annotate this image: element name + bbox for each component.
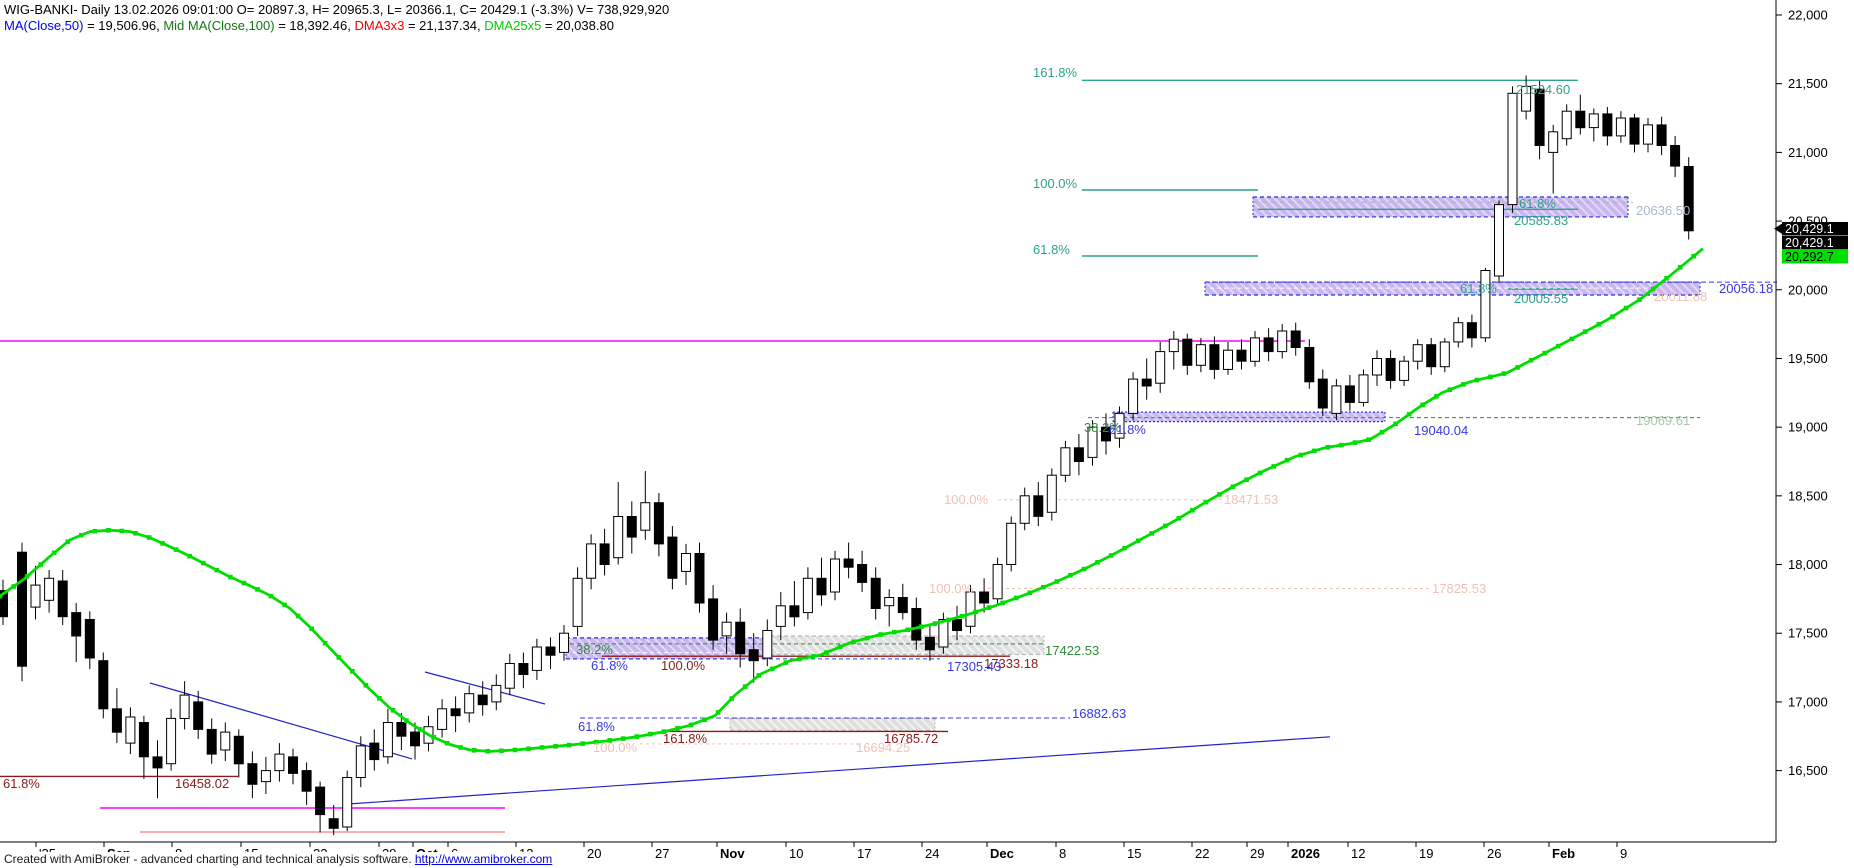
svg-text:9: 9: [1620, 846, 1627, 861]
svg-text:20,292.7: 20,292.7: [1785, 250, 1834, 264]
indicator-value-segment: = 20,038.80: [541, 18, 614, 33]
dma-line: [0, 247, 1704, 754]
fib-zone-bands: [565, 196, 1701, 732]
svg-text:16785.72: 16785.72: [884, 731, 938, 746]
svg-text:100.0%: 100.0%: [661, 658, 706, 673]
svg-text:19,500: 19,500: [1788, 351, 1828, 366]
svg-text:16882.63: 16882.63: [1072, 706, 1126, 721]
svg-text:29: 29: [1250, 846, 1264, 861]
svg-text:20585.83: 20585.83: [1514, 213, 1568, 228]
svg-text:22: 22: [1195, 846, 1209, 861]
indicator-value-segment: DMA3x3: [354, 18, 405, 33]
svg-text:17,000: 17,000: [1788, 694, 1828, 709]
svg-text:17825.53: 17825.53: [1432, 581, 1486, 596]
svg-text:16694.25: 16694.25: [856, 740, 910, 755]
svg-text:26: 26: [1487, 846, 1501, 861]
svg-text:61.8%: 61.8%: [591, 658, 628, 673]
trendlines: [149, 671, 1331, 805]
candles-layer: [0, 75, 1694, 836]
svg-text:18,500: 18,500: [1788, 488, 1828, 503]
price-axis: 22,00021,50021,00020,50020,00019,50019,0…: [1775, 0, 1854, 868]
svg-text:8: 8: [1059, 846, 1066, 861]
svg-text:2026: 2026: [1291, 846, 1320, 861]
svg-text:100.0%: 100.0%: [929, 581, 974, 596]
svg-text:20011.88: 20011.88: [1654, 289, 1707, 304]
svg-text:18471.53: 18471.53: [1224, 492, 1278, 507]
svg-text:161.8%: 161.8%: [1033, 65, 1078, 80]
indicator-value-segment: DMA25x5: [484, 18, 542, 33]
indicator-value-segment: MA(Close,50): [4, 18, 84, 33]
credit-text: Created with AmiBroker - advanced charti…: [4, 852, 415, 866]
svg-text:22,000: 22,000: [1788, 8, 1828, 23]
svg-text:21,000: 21,000: [1788, 145, 1828, 160]
svg-text:61.8%: 61.8%: [1460, 281, 1497, 296]
svg-text:20: 20: [587, 846, 601, 861]
svg-text:16458.02: 16458.02: [175, 776, 229, 791]
svg-text:100.0%: 100.0%: [944, 492, 989, 507]
svg-text:21524.60: 21524.60: [1516, 82, 1570, 97]
svg-text:20636.50: 20636.50: [1636, 203, 1690, 218]
svg-text:61.8%: 61.8%: [3, 776, 40, 791]
svg-text:20005.55: 20005.55: [1514, 291, 1568, 306]
svg-text:19,000: 19,000: [1788, 420, 1828, 435]
fib-labels: 161.8% 100.0% 61.8% 21524.60 61.8% 20585.83 61…: [3, 65, 1773, 791]
svg-text:20,000: 20,000: [1788, 282, 1828, 297]
svg-text:19: 19: [1419, 846, 1433, 861]
svg-text:17422.53: 17422.53: [1045, 643, 1099, 658]
svg-text:100.0%: 100.0%: [593, 740, 638, 755]
chart-indicator-values: MA(Close,50) = 19,506.96, Mid MA(Close,1…: [4, 18, 620, 33]
svg-text:19040.04: 19040.04: [1414, 423, 1468, 438]
svg-text:38.2%: 38.2%: [576, 642, 613, 657]
svg-text:17305.43: 17305.43: [947, 659, 1001, 674]
chart-title-ohlc: WIG-BANKI- Daily 13.02.2026 09:01:00 O= …: [4, 2, 676, 17]
indicator-value-segment: = 18,392.46,: [274, 18, 355, 33]
svg-text:161.8%: 161.8%: [663, 731, 708, 746]
svg-text:Dec: Dec: [990, 846, 1014, 861]
svg-text:12: 12: [1351, 846, 1365, 861]
svg-text:Nov: Nov: [720, 846, 745, 861]
svg-text:100.0%: 100.0%: [1033, 176, 1078, 191]
indicator-value-segment: = 21,137.34,: [404, 18, 485, 33]
svg-text:61.8%: 61.8%: [578, 719, 615, 734]
amibroker-credit: Created with AmiBroker - advanced charti…: [4, 852, 553, 866]
last-price-tags: 20,429.120,429.120,292.7: [1774, 222, 1848, 264]
svg-text:17,500: 17,500: [1788, 626, 1828, 641]
svg-text:16,500: 16,500: [1788, 763, 1828, 778]
svg-text:20,429.1: 20,429.1: [1785, 222, 1834, 236]
svg-text:Feb: Feb: [1552, 846, 1575, 861]
svg-text:19069.61: 19069.61: [1636, 413, 1690, 428]
amibroker-link[interactable]: http://www.amibroker.com: [414, 852, 553, 866]
svg-text:61.8%: 61.8%: [1109, 422, 1146, 437]
svg-text:27: 27: [655, 846, 669, 861]
svg-text:61.8%: 61.8%: [1033, 242, 1070, 257]
indicator-value-segment: = 19,506.96,: [83, 18, 164, 33]
svg-text:10: 10: [789, 846, 803, 861]
svg-text:18,000: 18,000: [1788, 557, 1828, 572]
svg-text:61.8%: 61.8%: [1519, 196, 1556, 211]
svg-text:20,429.1: 20,429.1: [1785, 236, 1834, 250]
svg-text:24: 24: [925, 846, 939, 861]
svg-text:15: 15: [1127, 846, 1141, 861]
svg-text:21,500: 21,500: [1788, 76, 1828, 91]
svg-text:17333.18: 17333.18: [984, 656, 1038, 671]
indicator-value-segment: Mid MA(Close,100): [163, 18, 275, 33]
svg-text:20056.18: 20056.18: [1719, 281, 1773, 296]
svg-text:17: 17: [857, 846, 871, 861]
svg-text:38.2%: 38.2%: [1084, 420, 1121, 435]
